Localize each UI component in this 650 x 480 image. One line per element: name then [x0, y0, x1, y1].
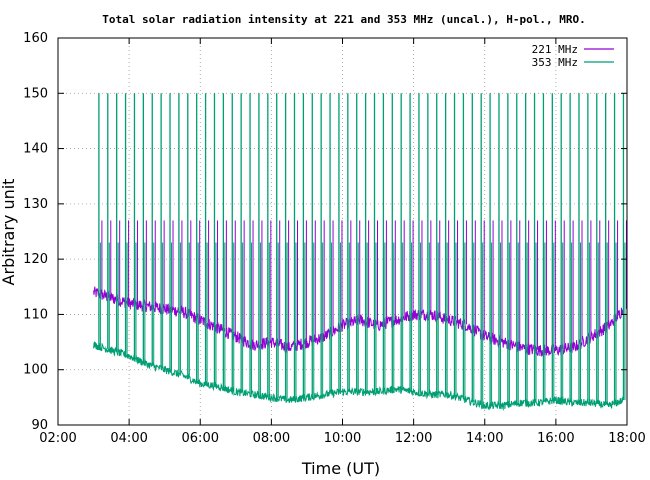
y-tick-label: 90 [31, 418, 48, 433]
y-tick-label: 130 [23, 197, 48, 212]
x-axis-label: Time (UT) [301, 459, 380, 478]
legend-label: 221 MHz [532, 43, 578, 56]
y-axis-label: Arbitrary unit [0, 179, 18, 286]
x-tick-label: 12:00 [395, 431, 432, 446]
y-tick-label: 110 [23, 307, 48, 322]
x-axis: 02:00 04:00 06:00 08:00 10:00 12:00 14:00 16:00… [39, 38, 646, 446]
x-tick-label: 16:00 [537, 431, 574, 446]
y-tick-label: 100 [23, 363, 48, 378]
plot-area [93, 93, 627, 412]
x-tick-label: 08:00 [253, 431, 290, 446]
y-tick-label: 120 [23, 252, 48, 267]
legend-label: 353 MHz [532, 56, 578, 69]
x-tick-label: 10:00 [324, 431, 361, 446]
x-tick-label: 14:00 [466, 431, 503, 446]
y-tick-label: 160 [23, 31, 48, 46]
x-tick-label: 04:00 [110, 431, 147, 446]
chart-title: Total solar radiation intensity at 221 a… [102, 13, 585, 26]
x-tick-label: 02:00 [39, 431, 76, 446]
x-tick-label: 18:00 [608, 431, 645, 446]
y-axis: 90 100 110 120 130 140 150 160 [23, 31, 627, 433]
y-tick-label: 140 [23, 142, 48, 157]
y-tick-label: 150 [23, 86, 48, 101]
x-tick-label: 06:00 [182, 431, 219, 446]
